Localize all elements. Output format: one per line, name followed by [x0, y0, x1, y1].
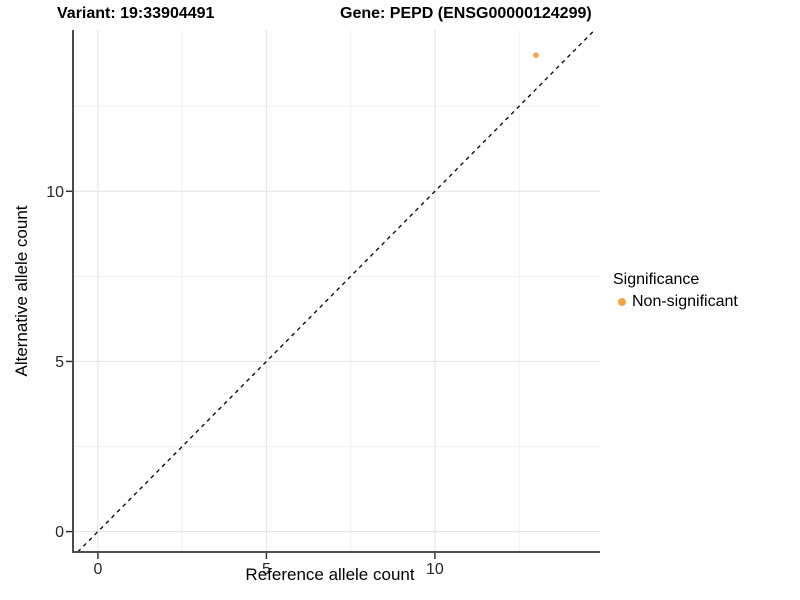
y-tick-label: 5 — [55, 354, 64, 371]
x-tick-label: 5 — [262, 561, 271, 578]
legend: Significance Non-significant — [613, 270, 738, 311]
legend-title: Significance — [613, 271, 700, 288]
x-tick-label: 10 — [426, 561, 444, 578]
y-tick-label: 0 — [55, 524, 64, 541]
x-tick-label: 0 — [93, 561, 102, 578]
gene-title: Gene: PEPD (ENSG00000124299) — [340, 5, 592, 22]
y-axis-label: Alternative allele count — [12, 205, 31, 377]
legend-item-label: Non-significant — [632, 293, 738, 310]
legend-item-non-significant: Non-significant — [613, 292, 738, 311]
x-axis-label: Reference allele count — [245, 565, 415, 584]
variant-title: Variant: 19:33904491 — [57, 5, 215, 22]
y-tick-label: 10 — [46, 184, 64, 201]
point-swatch-icon — [618, 297, 626, 306]
data-point — [533, 52, 539, 58]
identity-dashed-line — [77, 29, 596, 553]
